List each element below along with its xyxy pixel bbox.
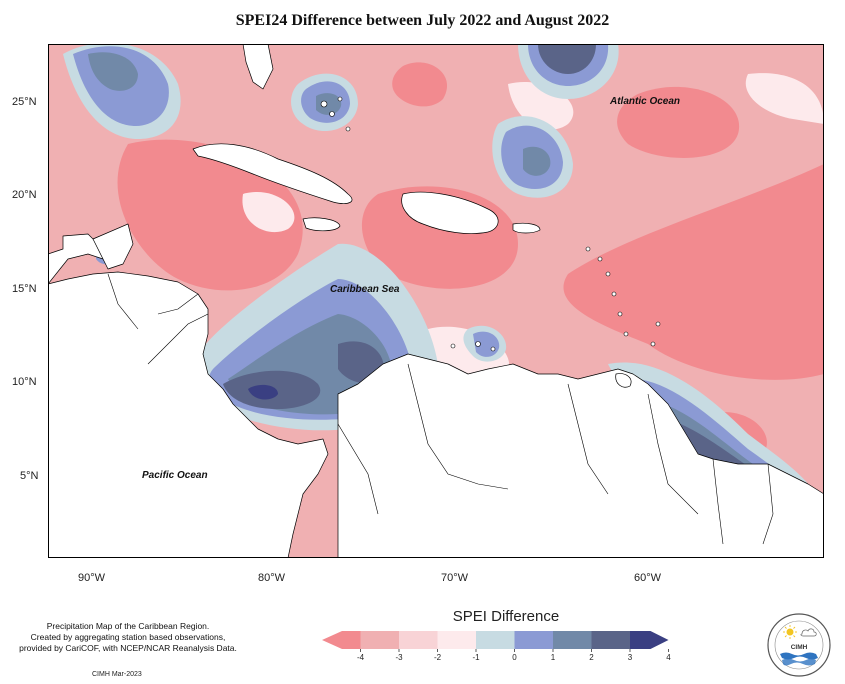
lon-tick-80w: 80°W	[258, 572, 286, 584]
legend-swatch	[630, 631, 669, 649]
lat-tick-25n: 25°N	[12, 96, 37, 108]
footer-line-2: Created by aggregating station based obs…	[30, 632, 226, 642]
legend-swatch	[360, 631, 399, 649]
legend-title: SPEI Difference	[452, 608, 560, 625]
sun-icon	[783, 625, 797, 639]
atlantic-ocean-label: Atlantic Ocean	[610, 96, 681, 107]
legend-tick-label: -1	[472, 653, 480, 662]
cuba	[192, 143, 353, 204]
legend-swatch	[553, 631, 592, 649]
cloud-icon	[800, 628, 817, 637]
legend-tick-label: 4	[666, 653, 671, 662]
footer-line-1: Precipitation Map of the Caribbean Regio…	[46, 621, 210, 631]
florida	[242, 44, 274, 90]
legend-tick-label: 2	[589, 653, 594, 662]
legend-tick-label: -2	[434, 653, 442, 662]
lat-tick-5n: 5°N	[20, 470, 39, 482]
color-legend: -4 -3 -2 -1 0 1 2 3 4	[322, 631, 671, 662]
legend-tick-label: 0	[512, 653, 517, 662]
caribbean-sea-label: Caribbean Sea	[330, 284, 400, 295]
legend-swatch	[322, 631, 361, 649]
legend-swatch	[591, 631, 630, 649]
legend-swatch	[437, 631, 476, 649]
legend-tick-label: 3	[628, 653, 633, 662]
land-masses	[48, 44, 824, 558]
footer-note: Precipitation Map of the Caribbean Regio…	[10, 621, 246, 654]
yucatan	[92, 223, 134, 270]
legend-tick-label: -4	[357, 653, 365, 662]
trinidad	[615, 373, 632, 388]
wave-icon	[780, 652, 818, 666]
footer-credit: CIMH Mar-2023	[92, 671, 142, 678]
south-america	[337, 353, 824, 558]
jamaica	[302, 217, 341, 232]
lon-tick-70w: 70°W	[441, 572, 469, 584]
cimh-logo: CIMH	[767, 613, 831, 677]
logo-text: CIMH	[791, 644, 808, 651]
lat-tick-20n: 20°N	[12, 189, 37, 201]
pacific-ocean-label: Pacific Ocean	[142, 470, 208, 481]
spei-difference-map	[48, 44, 824, 558]
footer-line-3: provided by CariCOF, with NCEP/NCAR Rean…	[19, 643, 237, 653]
lon-tick-90w: 90°W	[78, 572, 106, 584]
hispaniola	[401, 191, 499, 234]
lat-tick-15n: 15°N	[12, 283, 37, 295]
puerto-rico	[512, 222, 541, 234]
legend-swatch	[476, 631, 515, 649]
lat-tick-10n: 10°N	[12, 376, 37, 388]
lon-tick-60w: 60°W	[634, 572, 662, 584]
legend-swatch	[399, 631, 438, 649]
legend-tick-label: 1	[551, 653, 556, 662]
legend-tick-label: -3	[395, 653, 403, 662]
legend-swatch	[514, 631, 553, 649]
map-title: SPEI24 Difference between July 2022 and …	[235, 12, 610, 29]
